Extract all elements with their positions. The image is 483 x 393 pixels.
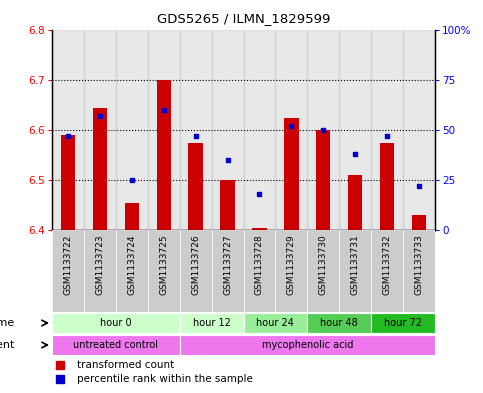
Text: GSM1133725: GSM1133725 <box>159 234 168 295</box>
Text: hour 24: hour 24 <box>256 318 294 328</box>
Point <box>287 123 295 129</box>
Point <box>224 157 231 163</box>
Text: untreated control: untreated control <box>73 340 158 350</box>
Point <box>256 191 263 197</box>
Text: hour 72: hour 72 <box>384 318 422 328</box>
Bar <box>52 30 84 230</box>
Bar <box>116 30 148 230</box>
Point <box>96 113 104 119</box>
Bar <box>125 202 139 230</box>
Text: GSM1133726: GSM1133726 <box>191 234 200 295</box>
Bar <box>180 230 212 312</box>
Bar <box>243 30 275 230</box>
Bar <box>52 313 180 333</box>
Bar <box>307 230 339 312</box>
Bar <box>403 30 435 230</box>
Bar <box>220 180 235 230</box>
Point <box>415 183 423 189</box>
Bar <box>307 313 371 333</box>
Text: time: time <box>0 318 15 328</box>
Text: GSM1133733: GSM1133733 <box>414 234 424 295</box>
Text: hour 48: hour 48 <box>320 318 358 328</box>
Bar <box>284 118 298 230</box>
Bar <box>403 230 435 312</box>
Text: GSM1133730: GSM1133730 <box>319 234 328 295</box>
Text: GDS5265 / ILMN_1829599: GDS5265 / ILMN_1829599 <box>157 12 330 25</box>
Bar <box>243 313 307 333</box>
Bar <box>371 313 435 333</box>
Text: GSM1133724: GSM1133724 <box>128 234 136 295</box>
Bar <box>148 30 180 230</box>
Text: GSM1133727: GSM1133727 <box>223 234 232 295</box>
Bar <box>188 143 203 230</box>
Bar <box>52 335 180 355</box>
Bar <box>180 313 243 333</box>
Bar <box>148 230 180 312</box>
Bar <box>348 175 362 230</box>
Bar <box>316 130 330 230</box>
Text: GSM1133732: GSM1133732 <box>383 234 392 295</box>
Text: hour 12: hour 12 <box>193 318 230 328</box>
Bar <box>93 108 107 230</box>
Bar <box>275 30 307 230</box>
Bar <box>307 30 339 230</box>
Text: mycophenolic acid: mycophenolic acid <box>262 340 353 350</box>
Text: agent: agent <box>0 340 15 350</box>
Bar <box>339 230 371 312</box>
Bar <box>116 230 148 312</box>
Point <box>384 133 391 139</box>
Bar <box>156 80 171 230</box>
Point <box>351 151 359 157</box>
Bar <box>212 230 243 312</box>
Point <box>192 133 199 139</box>
Bar <box>339 30 371 230</box>
Bar <box>371 230 403 312</box>
Text: GSM1133723: GSM1133723 <box>95 234 104 295</box>
Bar <box>52 230 84 312</box>
Point <box>128 177 136 183</box>
Text: GSM1133728: GSM1133728 <box>255 234 264 295</box>
Text: hour 0: hour 0 <box>100 318 132 328</box>
Bar <box>275 230 307 312</box>
Text: percentile rank within the sample: percentile rank within the sample <box>77 374 253 384</box>
Point <box>160 107 168 113</box>
Bar <box>380 143 394 230</box>
Point <box>319 127 327 133</box>
Bar <box>371 30 403 230</box>
Text: GSM1133729: GSM1133729 <box>287 234 296 295</box>
Bar <box>243 230 275 312</box>
Bar <box>412 215 426 230</box>
Text: GSM1133731: GSM1133731 <box>351 234 360 295</box>
Bar <box>180 335 435 355</box>
Bar <box>84 30 116 230</box>
Bar <box>252 228 267 230</box>
Text: transformed count: transformed count <box>77 360 174 370</box>
Bar <box>212 30 243 230</box>
Text: GSM1133722: GSM1133722 <box>63 234 72 295</box>
Point <box>64 133 72 139</box>
Bar <box>61 135 75 230</box>
Bar <box>180 30 212 230</box>
Bar <box>84 230 116 312</box>
